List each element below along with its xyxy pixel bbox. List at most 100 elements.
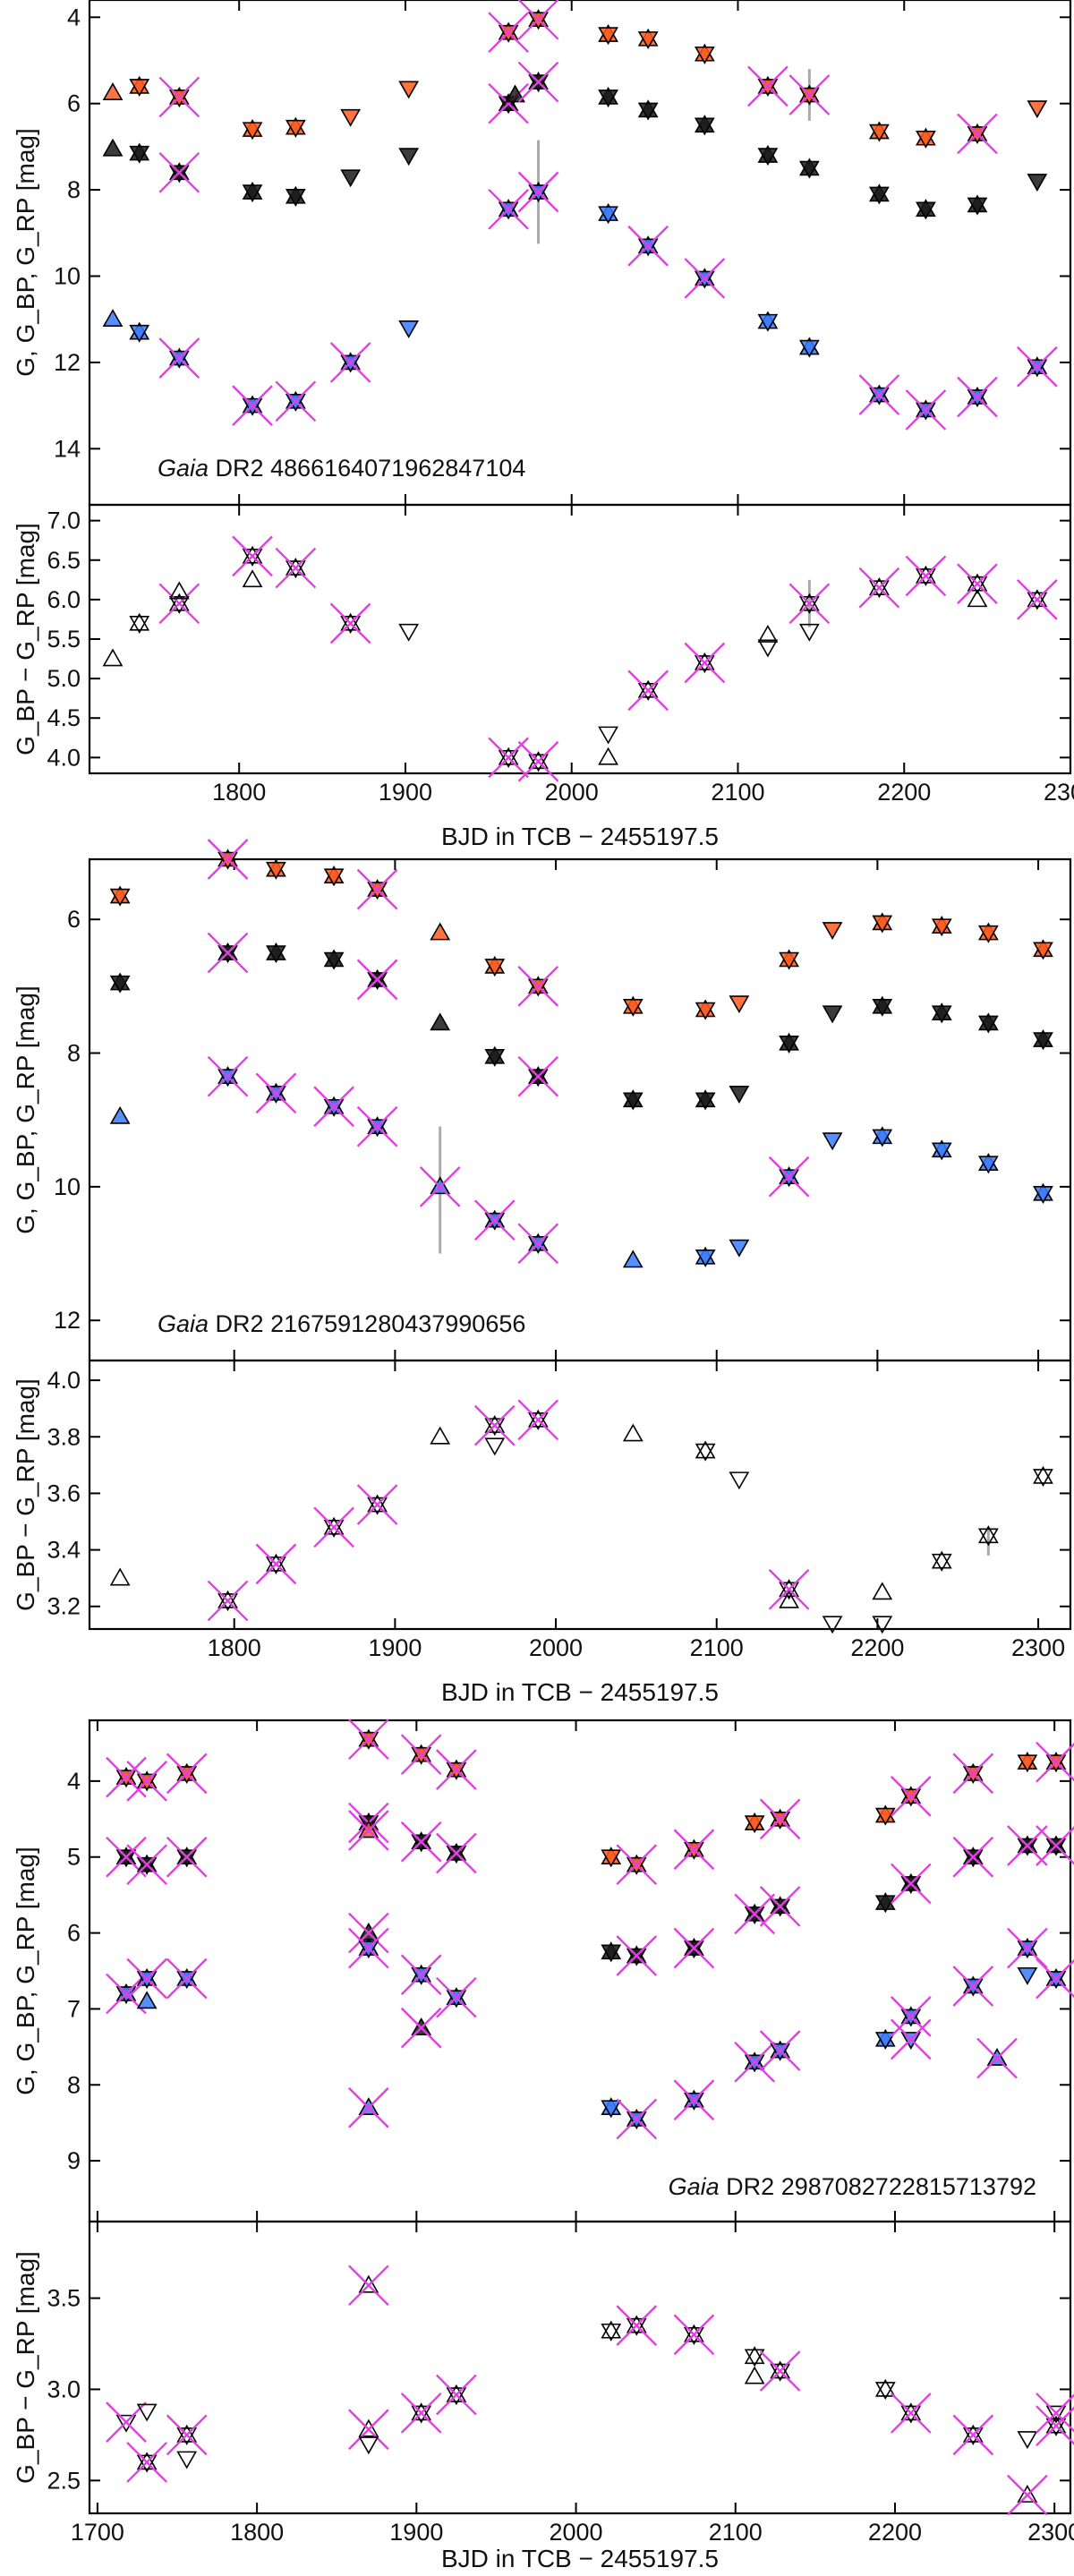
- star2-magnitudes-BP-point: [517, 1223, 559, 1265]
- star3-magnitudes-G-point: [126, 1844, 168, 1886]
- star3-magnitudes-BP-point: [890, 2018, 932, 2060]
- star2-color-xtick-label: 2200: [850, 1634, 904, 1661]
- star1-color-ytick-label: 7.0: [47, 508, 81, 534]
- star1-color-color-point: [398, 623, 420, 642]
- star2-color-ytick-label: 3.8: [47, 1423, 81, 1450]
- star2-magnitudes-ylabel: G, G_BP, G_RP [mag]: [12, 985, 39, 1234]
- star2-color-color-point: [207, 1580, 249, 1622]
- star1-magnitudes-BP-point: [102, 309, 124, 328]
- star2-magnitudes-G-point: [822, 1005, 843, 1024]
- star3-color-color-point: [1007, 2474, 1048, 2516]
- star1-magnitudes-ytick-label: 14: [54, 435, 81, 462]
- star2-color-xtick-label: 1800: [208, 1634, 261, 1661]
- star1-magnitudes-ytick-label: 4: [67, 4, 81, 30]
- star1-color-xtick-label: 1900: [379, 779, 432, 806]
- star3-magnitudes-RP-point: [673, 1829, 715, 1871]
- star1-color-color-point: [684, 642, 726, 684]
- star1-color-color-point: [598, 746, 618, 765]
- star2-magnitudes-RP-point: [872, 912, 893, 934]
- star3-magnitudes-BP-point: [348, 2086, 389, 2128]
- star1-magnitudes-RP-point: [488, 12, 529, 54]
- star1-magnitudes-RP-point: [340, 108, 362, 127]
- star3-magnitudes-RP-point: [348, 1719, 389, 1761]
- star2-magnitudes-RP-point: [779, 949, 799, 970]
- star2-magnitudes-BP-point: [931, 1139, 952, 1161]
- star1-annotation-id: DR2 4866164071962847104: [209, 455, 525, 482]
- star2-group: 6 8 10 12 Gaia DR2 2167591280437990656 G, G…: [12, 839, 1072, 1706]
- star3-magnitudes-BP-point: [1007, 1927, 1048, 1969]
- star1-magnitudes-G-point: [868, 183, 890, 205]
- star3-color-color-point: [952, 2414, 994, 2456]
- star1-magnitudes-BP-point: [598, 203, 618, 225]
- star3-magnitudes-G-point: [952, 1836, 994, 1878]
- star1-color-color-point: [102, 648, 124, 667]
- star1-magnitudes-RP-point: [285, 116, 306, 138]
- star2-color-ytick-label: 3.6: [47, 1480, 81, 1506]
- star1-magnitudes-RP-point: [598, 23, 618, 46]
- star2-magnitudes-RP-point: [323, 866, 345, 887]
- star3-magnitudes-ytick-label: 4: [67, 1768, 81, 1795]
- star3-annotation-id: DR2 2987082722815713792: [720, 2173, 1036, 2200]
- star3-color-color-point: [1017, 2431, 1038, 2450]
- star2-color-color-point: [977, 1525, 999, 1547]
- star3-magnitudes-G-point: [759, 1886, 801, 1927]
- star3-magnitudes-RP-point: [1017, 1752, 1038, 1773]
- star3-color-color-point: [348, 2265, 389, 2307]
- star3-magnitudes-G-point: [1036, 1825, 1074, 1866]
- star3-color-frame: [88, 2220, 1072, 2515]
- star3-color-color-point: [874, 2378, 896, 2401]
- star2-magnitudes-BP-point: [977, 1153, 999, 1174]
- star1-magnitudes-RP-point: [957, 113, 998, 155]
- star1-color-color-point: [757, 624, 779, 643]
- star3-color-color-point: [348, 2409, 389, 2451]
- star2-xlabel: BJD in TCB − 2455197.5: [441, 1678, 719, 1706]
- star1-magnitudes-ytick-label: 8: [67, 176, 81, 203]
- star1-magnitudes-G-point: [102, 138, 124, 157]
- star1-magnitudes-G-point: [505, 84, 525, 103]
- star1-magnitudes-G-point: [340, 169, 362, 188]
- star3-magnitudes-BP-point: [673, 2079, 715, 2121]
- star3-magnitudes-G-point: [673, 1927, 715, 1969]
- star1-magnitudes-RP-point: [788, 74, 831, 115]
- star3-magnitudes-RP-point: [759, 1798, 801, 1840]
- star3-magnitudes-G-point: [616, 1935, 658, 1976]
- star2-magnitudes-ytick-label: 10: [54, 1173, 81, 1200]
- star1-magnitudes-BP-point: [957, 376, 998, 418]
- star1-color-color-point: [598, 726, 618, 745]
- star3-magnitudes-ytick-label: 9: [67, 2147, 81, 2174]
- star1-magnitudes-BP-point: [158, 337, 200, 379]
- star2-color-color-point: [473, 1404, 516, 1446]
- star3-color-color-point: [126, 2442, 168, 2483]
- star3-color-color-point: [616, 2305, 658, 2346]
- star3-color-color-point: [400, 2393, 442, 2434]
- star1-color-color-point: [129, 612, 150, 634]
- star3-magnitudes-BP-point: [890, 1996, 932, 2037]
- star3-magnitudes-G-point: [166, 1836, 208, 1878]
- star1-magnitudes-G-point: [598, 86, 618, 108]
- star1-color-ytick-label: 4.5: [47, 704, 81, 731]
- star3-magnitudes-RP-point: [126, 1761, 168, 1802]
- star1-magnitudes-ytick-label: 12: [54, 349, 81, 376]
- star3-magnitudes-BP-point: [136, 1991, 158, 2009]
- star2-color-ytick-label: 3.2: [47, 1593, 81, 1620]
- star1-color-ytick-label: 6.0: [47, 586, 81, 613]
- star2-color-color-point: [822, 1616, 843, 1634]
- star1-magnitudes-BP-point: [858, 374, 900, 415]
- star1-color-color-point: [517, 740, 559, 782]
- star3-magnitudes-RP-point: [744, 1812, 765, 1834]
- star1-magnitudes-RP-point: [637, 28, 659, 49]
- star3-magnitudes-RP-point: [616, 1844, 658, 1886]
- star2-color-color-point: [768, 1568, 810, 1610]
- star3-color-color-point: [358, 2436, 379, 2455]
- star2-color-frame: [88, 1359, 1072, 1631]
- star2-magnitudes-ytick-label: 12: [54, 1307, 81, 1334]
- star3-magnitudes-ylabel: G, G_BP, G_RP [mag]: [12, 1847, 39, 2095]
- star3-magnitudes-BP-point: [126, 1958, 168, 2000]
- star3-color-xtick-label: 2300: [1027, 2519, 1074, 2546]
- star3-magnitudes-BP-point: [874, 2028, 896, 2050]
- star1-color-xtick-label: 1800: [212, 779, 266, 806]
- star1-magnitudes-BP-point: [488, 188, 529, 230]
- star2-magnitudes-ytick-label: 6: [67, 906, 81, 933]
- star3-magnitudes-G-point: [874, 1892, 896, 1914]
- star1-color-color-point: [232, 535, 273, 577]
